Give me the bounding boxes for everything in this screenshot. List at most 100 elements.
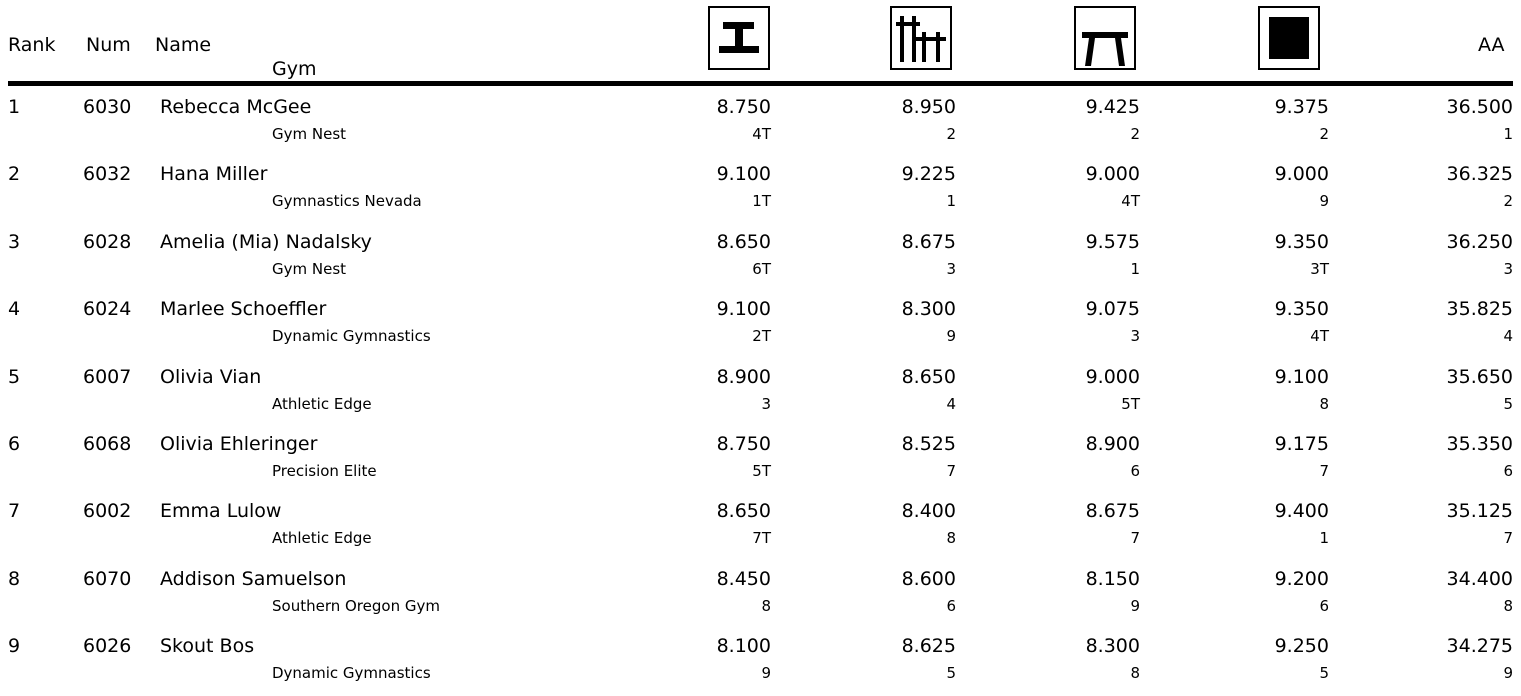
table-row: 7 6002 Emma Lulow Athletic Edge 8.650 7T 8.400… [0,494,1521,552]
table-row: 3 6028 Amelia (Mia) Nadalsky Gym Nest 8.650 6… [0,225,1521,283]
event-place: 4T [752,125,771,143]
all-around-score: 34.275 [1446,635,1513,658]
athlete-number: 6028 [83,230,132,253]
gym-name: Southern Oregon Gym [272,596,440,615]
gym-name: Precision Elite [272,462,377,480]
event-place: 8 [946,529,956,548]
floor-icon [1258,6,1320,70]
event-score: 9.425 [1085,96,1140,118]
event-place: 4T [1121,192,1140,211]
aa-header: AA [1478,34,1505,56]
uneven-bars-icon [890,6,952,70]
table-row: 4 6024 Marlee Schoeffler Dynamic Gymnastics… [0,292,1521,350]
event-place: 8 [761,596,771,615]
table-row: 8 6070 Addison Samuelson Southern Oregon Gy… [0,562,1521,620]
gym-name: Dynamic Gymnastics [272,327,431,346]
event-place: 7 [946,462,956,480]
event-place: 1 [946,192,956,211]
event-place: 6T [752,259,771,278]
athlete-number: 6070 [83,567,132,590]
rank-cell: 8 [8,567,21,590]
table-row: 1 6030 Rebecca McGee Gym Nest 8.750 4T 8.950 2 9… [0,90,1521,148]
event-score: 8.950 [901,96,956,118]
event-score: 8.750 [716,433,771,455]
rank-cell: 3 [8,230,21,253]
all-around-score: 35.650 [1446,365,1513,388]
table-row: 9 6026 Skout Bos Dynamic Gymnastics 8.100 9 8.… [0,629,1521,687]
event-score: 9.250 [1274,635,1329,658]
event-score: 8.100 [716,635,771,658]
event-place: 9 [761,664,771,683]
athlete-number: 6032 [83,163,132,186]
event-place: 1T [752,192,771,211]
gym-header: Gym [272,58,317,80]
event-place: 6 [1130,462,1140,480]
athlete-number: 6030 [83,96,132,118]
athlete-number: 6007 [83,365,132,388]
event-score: 9.175 [1274,433,1329,455]
event-score: 8.650 [901,365,956,388]
event-score: 9.375 [1274,96,1329,118]
athlete-name: Marlee Schoeffler [160,298,327,321]
event-score: 9.100 [1274,365,1329,388]
all-around-score: 36.500 [1446,96,1513,118]
event-score: 8.675 [1085,500,1140,523]
event-place: 1 [1319,529,1329,548]
event-score: 9.400 [1274,500,1329,523]
event-place: 1 [1130,259,1140,278]
event-place: 9 [1319,192,1329,211]
rank-header: Rank [8,34,56,56]
rank-cell: 5 [8,365,21,388]
all-around-place: 3 [1503,259,1513,278]
event-place: 2 [1319,125,1329,143]
event-score: 8.650 [716,500,771,523]
event-score: 9.225 [901,163,956,186]
event-score: 8.400 [901,500,956,523]
gym-name: Gym Nest [272,125,347,143]
athlete-name: Amelia (Mia) Nadalsky [160,230,372,253]
athlete-name: Emma Lulow [160,500,282,523]
all-around-place: 4 [1503,327,1513,346]
event-place: 4T [1310,327,1329,346]
event-score: 8.675 [901,230,956,253]
vault-icon [708,6,770,70]
athlete-name: Olivia Ehleringer [160,433,318,455]
beam-icon [1074,6,1136,70]
event-score: 8.900 [716,365,771,388]
athlete-number: 6002 [83,500,132,523]
rank-cell: 9 [8,635,21,658]
all-around-place: 9 [1503,664,1513,683]
results-header: Rank Num Name Gym AA [0,0,1521,86]
event-place: 2T [752,327,771,346]
event-place: 5T [752,462,771,480]
event-place: 4 [946,394,956,413]
all-around-score: 36.325 [1446,163,1513,186]
event-place: 3 [946,259,956,278]
all-around-place: 8 [1503,596,1513,615]
event-place: 5 [1319,664,1329,683]
event-score: 9.000 [1085,365,1140,388]
event-place: 7 [1130,529,1140,548]
event-score: 9.000 [1085,163,1140,186]
gym-name: Gymnastics Nevada [272,192,422,211]
all-around-place: 2 [1503,192,1513,211]
all-around-score: 35.350 [1446,433,1513,455]
event-score: 9.350 [1274,298,1329,321]
all-around-place: 6 [1503,462,1513,480]
all-around-score: 34.400 [1446,567,1513,590]
event-score: 8.300 [1085,635,1140,658]
gym-name: Athletic Edge [272,529,372,548]
event-score: 8.900 [1085,433,1140,455]
event-score: 8.300 [901,298,956,321]
event-score: 9.100 [716,298,771,321]
table-row: 6 6068 Olivia Ehleringer Precision Elite 8.7… [0,427,1521,485]
event-score: 8.625 [901,635,956,658]
event-score: 9.000 [1274,163,1329,186]
rank-cell: 1 [8,96,21,118]
event-place: 6 [1319,596,1329,615]
event-score: 9.100 [716,163,771,186]
rank-cell: 7 [8,500,21,523]
event-place: 7 [1319,462,1329,480]
event-place: 3 [1130,327,1140,346]
event-score: 9.200 [1274,567,1329,590]
